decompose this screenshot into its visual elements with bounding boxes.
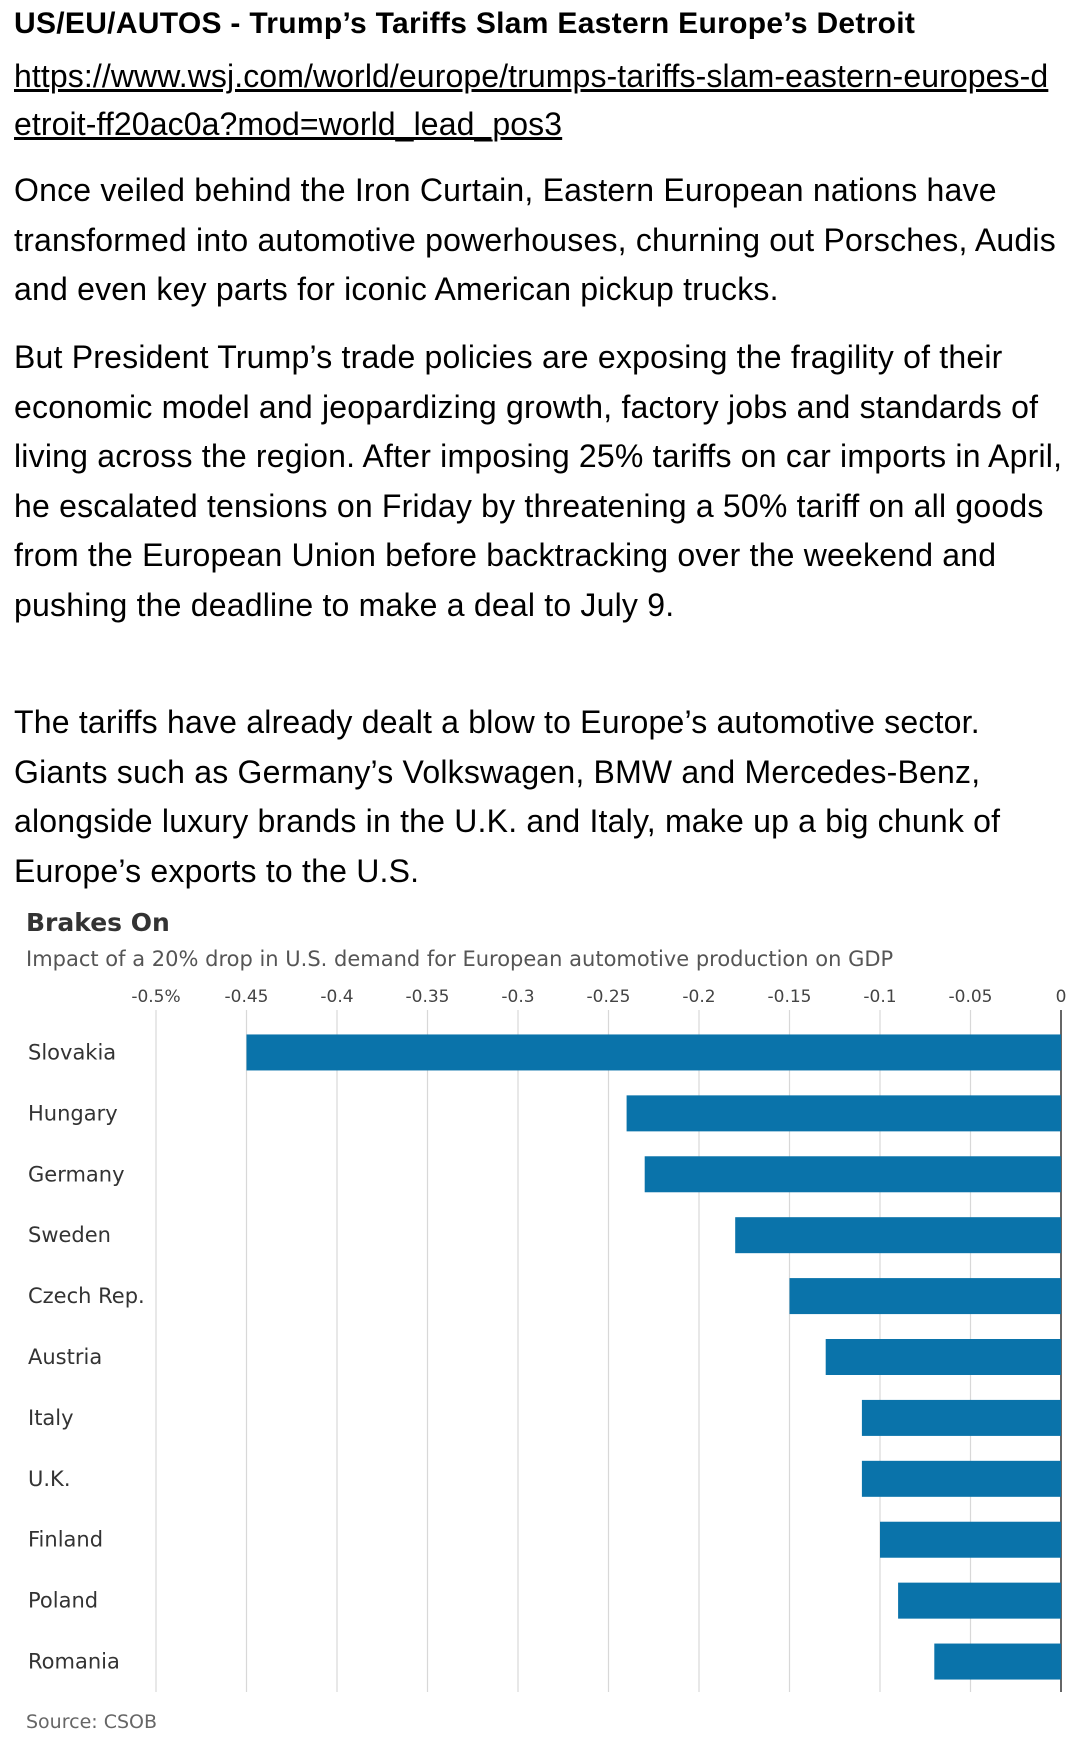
bar: [644, 1156, 1061, 1193]
x-tick-label: -0.05: [949, 987, 993, 1007]
bar: [626, 1095, 1061, 1132]
chart-bars: [246, 1034, 1061, 1680]
x-tick-label: 0: [1056, 987, 1067, 1007]
brakes-on-chart: Brakes On Impact of a 20% drop in U.S. d…: [0, 902, 1080, 1742]
category-label: Finland: [28, 1528, 103, 1552]
category-label: Germany: [28, 1162, 125, 1186]
x-tick-label: -0.25: [587, 987, 631, 1007]
category-label: U.K.: [28, 1467, 71, 1491]
x-tick-label: -0.4: [320, 987, 353, 1007]
bar: [861, 1460, 1061, 1497]
category-label: Romania: [28, 1650, 120, 1674]
bar: [861, 1399, 1061, 1436]
x-tick-label: -0.35: [406, 987, 450, 1007]
category-label: Austria: [28, 1345, 102, 1369]
x-tick-label: -0.1: [863, 987, 896, 1007]
x-tick-label: -0.45: [225, 987, 269, 1007]
category-label: Poland: [28, 1589, 98, 1613]
bar: [789, 1278, 1061, 1315]
x-tick-label: -0.5%: [131, 987, 180, 1007]
bar: [898, 1582, 1061, 1619]
article-link[interactable]: https://www.wsj.com/world/europe/trumps-…: [14, 58, 1049, 142]
category-label: Slovakia: [28, 1040, 116, 1064]
chart-svg: Brakes On Impact of a 20% drop in U.S. d…: [26, 908, 1066, 1733]
bar: [880, 1521, 1061, 1558]
chart-source: Source: CSOB: [26, 1711, 157, 1733]
article-paragraph-1: Once veiled behind the Iron Curtain, Eas…: [14, 172, 1056, 307]
x-tick-label: -0.15: [768, 987, 812, 1007]
category-label: Italy: [28, 1406, 74, 1430]
bar: [934, 1643, 1061, 1680]
chart-category-labels: Slovakia Hungary Germany Sweden Czech Rep. Au…: [28, 1040, 145, 1673]
category-label: Sweden: [28, 1223, 111, 1247]
category-label: Hungary: [28, 1101, 118, 1125]
bar: [246, 1034, 1061, 1071]
chart-title: Brakes On: [26, 908, 170, 937]
article-paragraph-2: But President Trump’s trade policies are…: [14, 339, 1063, 623]
bar: [825, 1339, 1061, 1375]
x-tick-label: -0.2: [682, 987, 715, 1007]
article-headline: US/EU/AUTOS - Trump’s Tariffs Slam Easte…: [14, 7, 916, 40]
chart-subtitle: Impact of a 20% drop in U.S. demand for …: [26, 947, 893, 971]
bar: [735, 1217, 1061, 1254]
article-paragraph-3: The tariffs have already dealt a blow to…: [14, 704, 1001, 889]
category-label: Czech Rep.: [28, 1284, 145, 1308]
x-tick-label: -0.3: [501, 987, 534, 1007]
chart-x-tick-labels: -0.5% -0.45 -0.4 -0.35 -0.3 -0.25 -0.2 -0.15 -0.…: [131, 987, 1066, 1007]
